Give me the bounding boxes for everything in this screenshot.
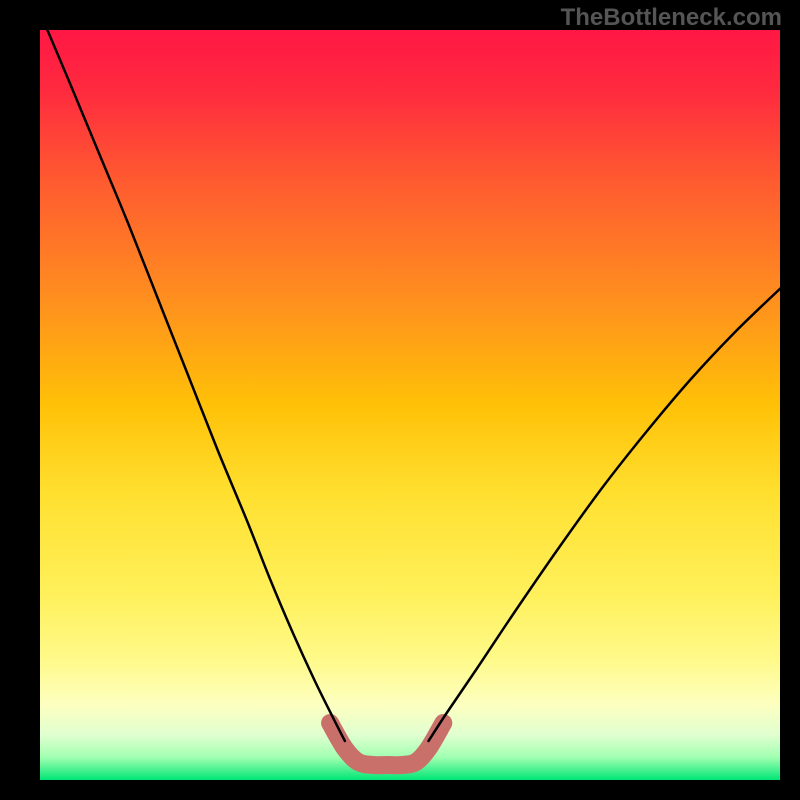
highlight-segment	[330, 723, 443, 765]
left-curve	[47, 30, 344, 741]
chart-stage: TheBottleneck.com	[0, 0, 800, 800]
right-curve	[429, 289, 781, 741]
curve-layer	[0, 0, 800, 800]
watermark-text: TheBottleneck.com	[561, 4, 782, 32]
